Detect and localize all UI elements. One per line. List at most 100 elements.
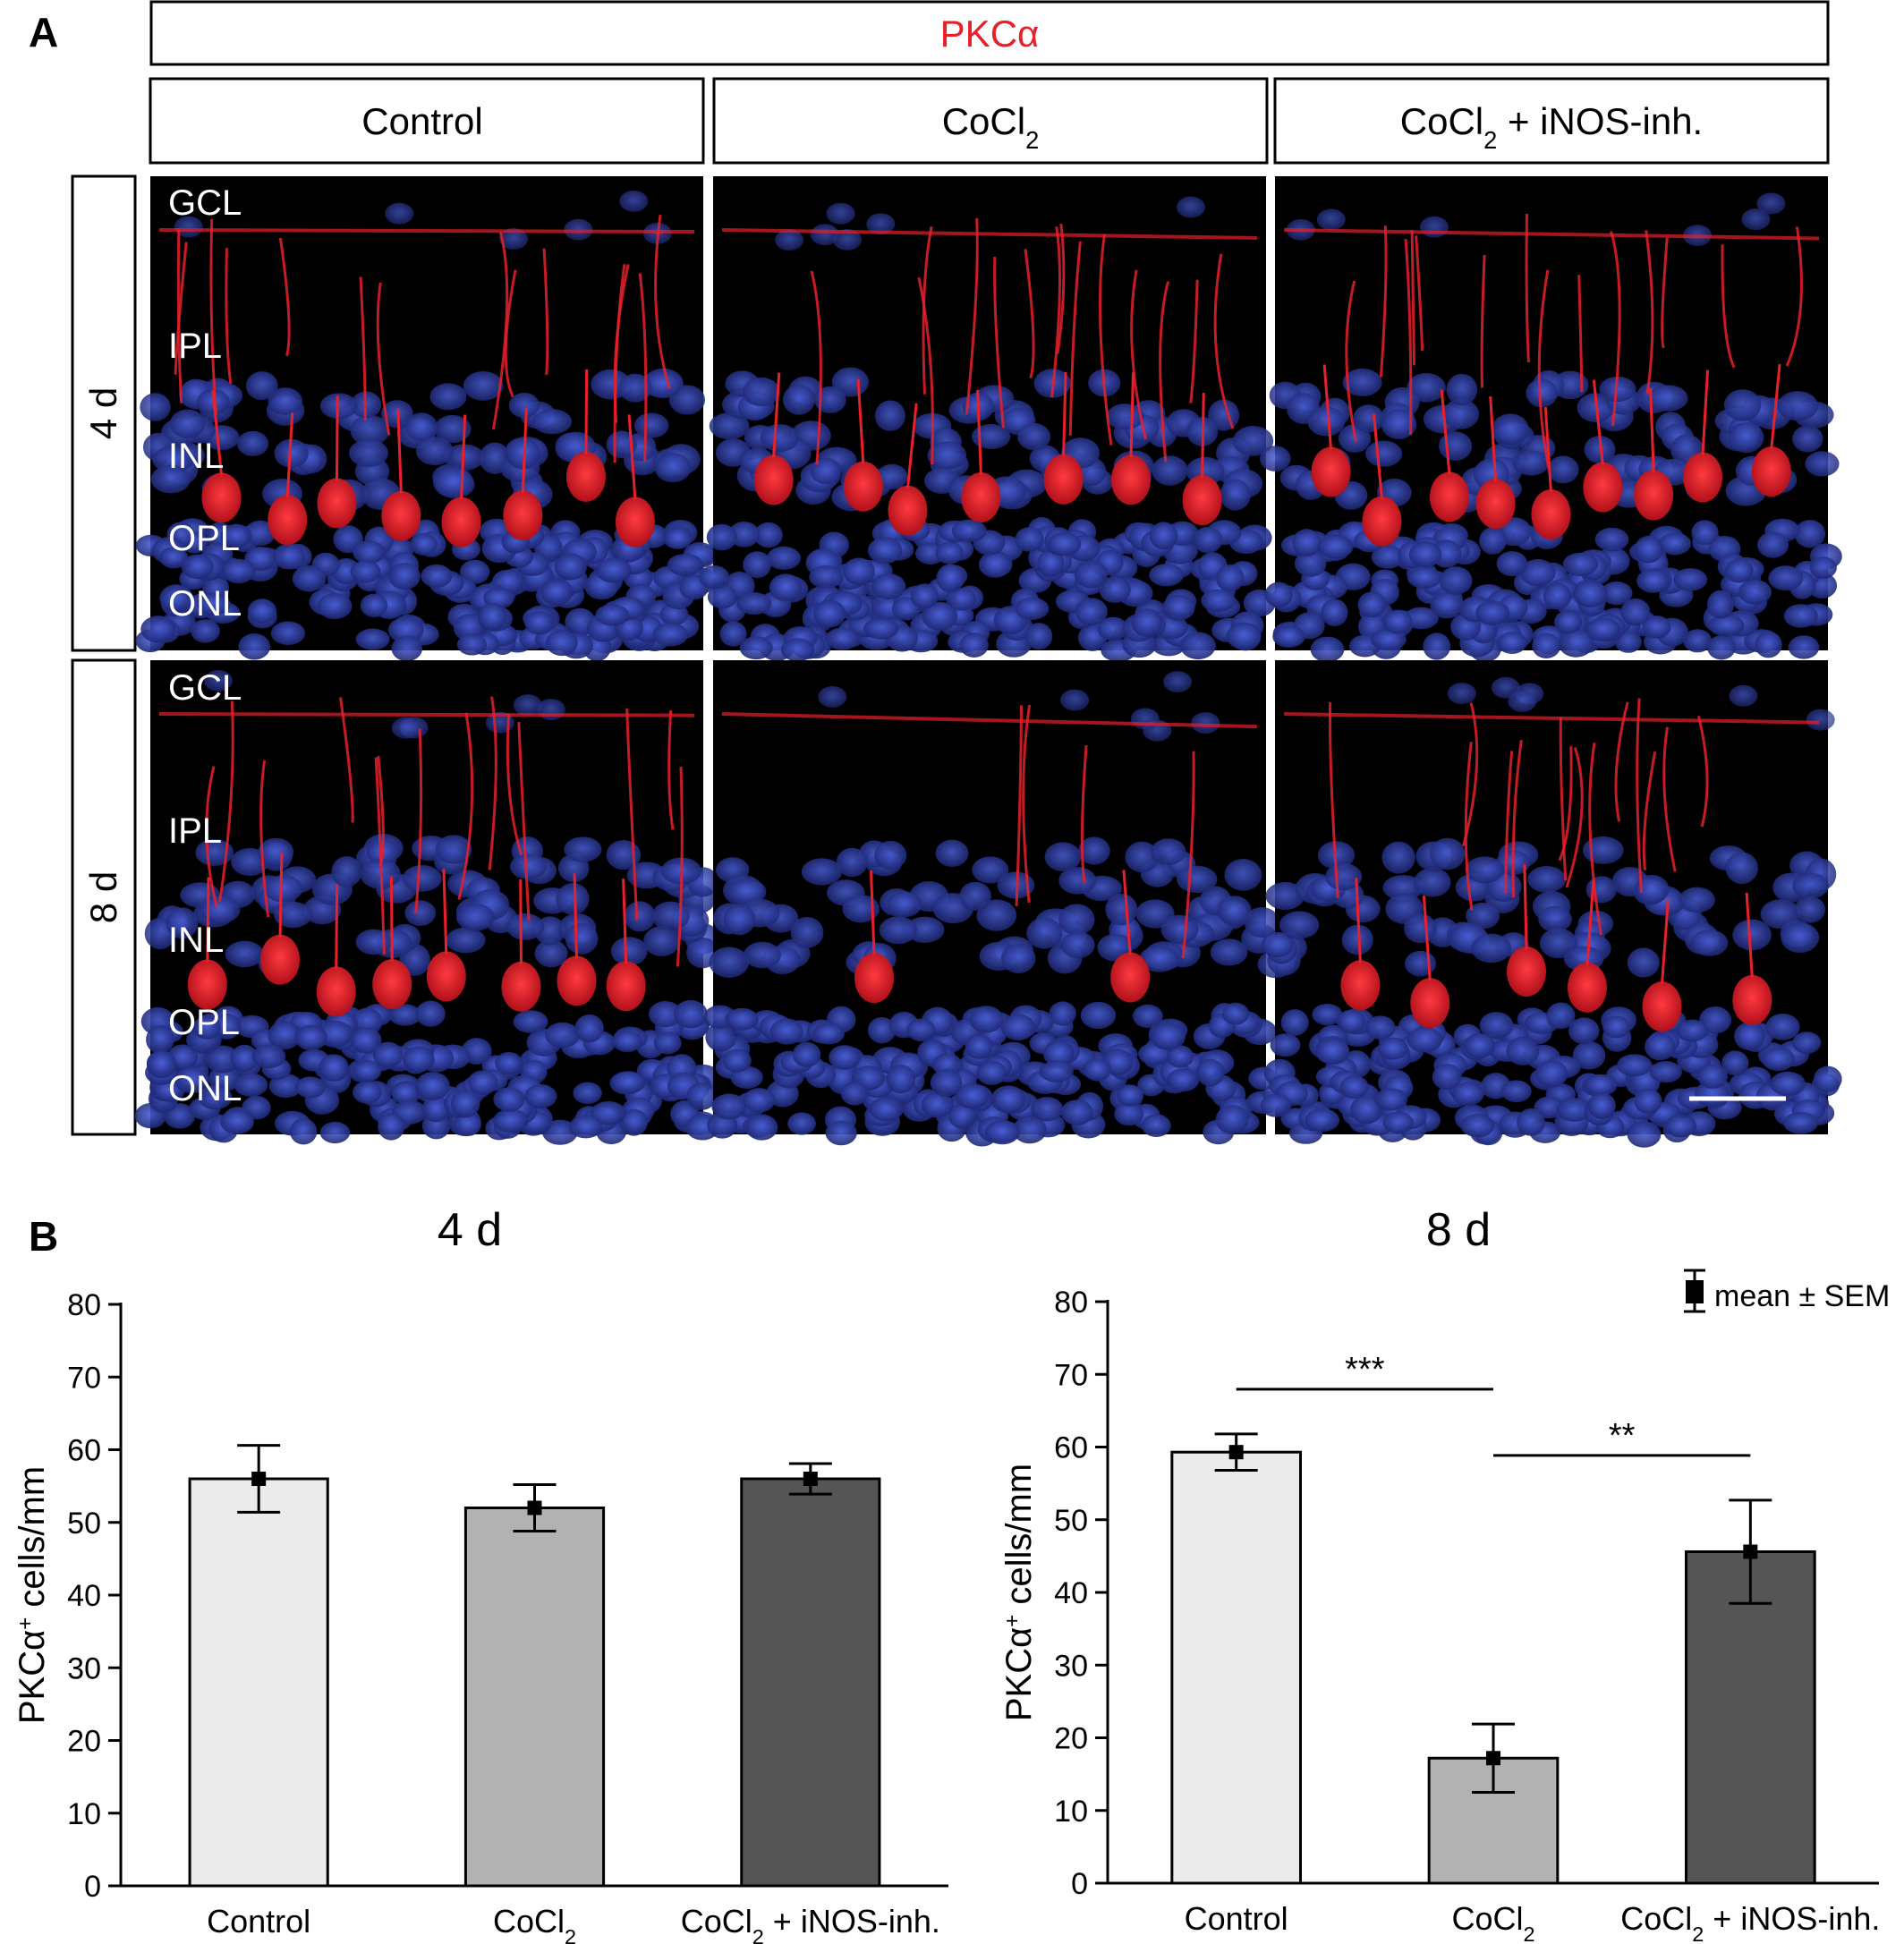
stained-process <box>1404 238 1413 435</box>
nucleus <box>524 611 555 635</box>
stained-process <box>917 276 934 465</box>
nucleus <box>936 564 965 593</box>
nucleus <box>274 438 309 468</box>
subscript: 2 <box>1483 126 1497 154</box>
nucleus <box>1260 446 1291 471</box>
text-part: CoCl <box>1400 100 1483 142</box>
nucleus <box>887 891 922 918</box>
text-part: CoCl <box>1451 1900 1523 1937</box>
stained-cell <box>1507 947 1547 997</box>
nucleus <box>1371 545 1405 569</box>
nucleus <box>1585 617 1620 641</box>
nucleus <box>1794 520 1826 548</box>
nucleus <box>1683 629 1713 653</box>
nucleus <box>1792 1031 1822 1054</box>
nucleus <box>1584 435 1616 464</box>
nucleus <box>766 546 801 570</box>
nucleus <box>829 1045 861 1070</box>
nucleus <box>150 464 191 494</box>
stained-dendrite <box>584 369 589 454</box>
stained-process <box>1511 740 1523 898</box>
stained-dendrite <box>1355 878 1362 964</box>
nucleus <box>268 387 303 415</box>
stained-cell <box>268 495 308 546</box>
stained-cell <box>503 490 543 541</box>
nucleus <box>1295 549 1327 577</box>
nucleus <box>181 554 214 580</box>
nucleus <box>169 409 206 438</box>
nucleus <box>273 901 312 929</box>
col-header-control: Control <box>361 100 482 142</box>
stained-process <box>654 214 671 389</box>
nucleus <box>294 1076 326 1099</box>
nucleus <box>1491 676 1520 699</box>
nucleus <box>935 541 964 565</box>
stained-process <box>1098 233 1113 446</box>
nucleus <box>1496 551 1528 577</box>
stained-band <box>158 228 695 234</box>
nucleus <box>415 1072 450 1100</box>
nucleus <box>610 937 648 966</box>
stained-process <box>1577 275 1584 393</box>
nucleus <box>1201 589 1237 612</box>
y-tick-label: 30 <box>67 1651 101 1685</box>
chart-8d: 8 d PKCα+ cells/mm 0 10 20 30 40 50 60 70 80 Contro… <box>999 1204 1880 1944</box>
nucleus <box>927 441 967 470</box>
stained-process <box>1610 231 1621 427</box>
nucleus <box>1806 709 1835 731</box>
nucleus <box>146 1025 174 1054</box>
nucleus <box>166 907 199 939</box>
stained-cell <box>843 461 883 512</box>
micro-tile <box>703 660 1281 1147</box>
nucleus <box>1755 631 1782 658</box>
nucleus <box>1451 1082 1484 1107</box>
nucleus <box>317 593 353 620</box>
nucleus <box>642 370 683 398</box>
nucleus <box>174 1066 209 1094</box>
nucleus <box>1535 1059 1568 1088</box>
layer-label: IPL <box>168 811 222 851</box>
nucleus <box>1573 580 1608 607</box>
nucleus <box>495 1051 523 1075</box>
nucleus <box>446 927 486 954</box>
nucleus <box>709 412 750 440</box>
nucleus <box>743 551 772 579</box>
nucleus <box>1130 708 1160 730</box>
nucleus <box>1419 216 1449 238</box>
panel-b-letter: B <box>29 1213 58 1260</box>
nucleus <box>1381 841 1415 874</box>
nucleus <box>1350 1095 1383 1125</box>
y-axis-label: PKCα+ cells/mm <box>13 1466 52 1724</box>
stained-dendrite <box>521 407 528 494</box>
nucleus <box>421 1095 450 1123</box>
stained-process <box>1213 253 1235 429</box>
nucleus <box>230 1044 259 1072</box>
marker-header-box <box>149 0 1830 66</box>
nucleus <box>780 638 815 662</box>
y-tick-label: 50 <box>1054 1504 1088 1538</box>
nucleus <box>667 554 703 576</box>
stained-dendrite <box>519 879 523 964</box>
legend-label: mean ± SEM <box>1714 1279 1890 1313</box>
stained-process <box>1189 279 1199 403</box>
nucleus <box>236 430 269 456</box>
nucleus <box>146 1050 177 1079</box>
nucleus <box>1539 928 1577 959</box>
nucleus <box>1310 636 1345 663</box>
nucleus <box>1176 196 1205 218</box>
nucleus <box>1292 529 1322 557</box>
stained-cell <box>1182 475 1222 526</box>
nucleus <box>782 384 816 415</box>
nucleus <box>454 1112 481 1137</box>
nucleus <box>1024 623 1053 650</box>
nucleus <box>610 1071 646 1094</box>
nucleus <box>1244 907 1280 938</box>
nucleus <box>948 1103 977 1129</box>
nucleus <box>886 1065 916 1094</box>
nucleus <box>234 1073 268 1097</box>
ylabel-part: cells/mm <box>13 1466 52 1617</box>
nucleus <box>513 1010 548 1033</box>
nucleus <box>1601 581 1633 606</box>
nucleus <box>618 373 652 403</box>
